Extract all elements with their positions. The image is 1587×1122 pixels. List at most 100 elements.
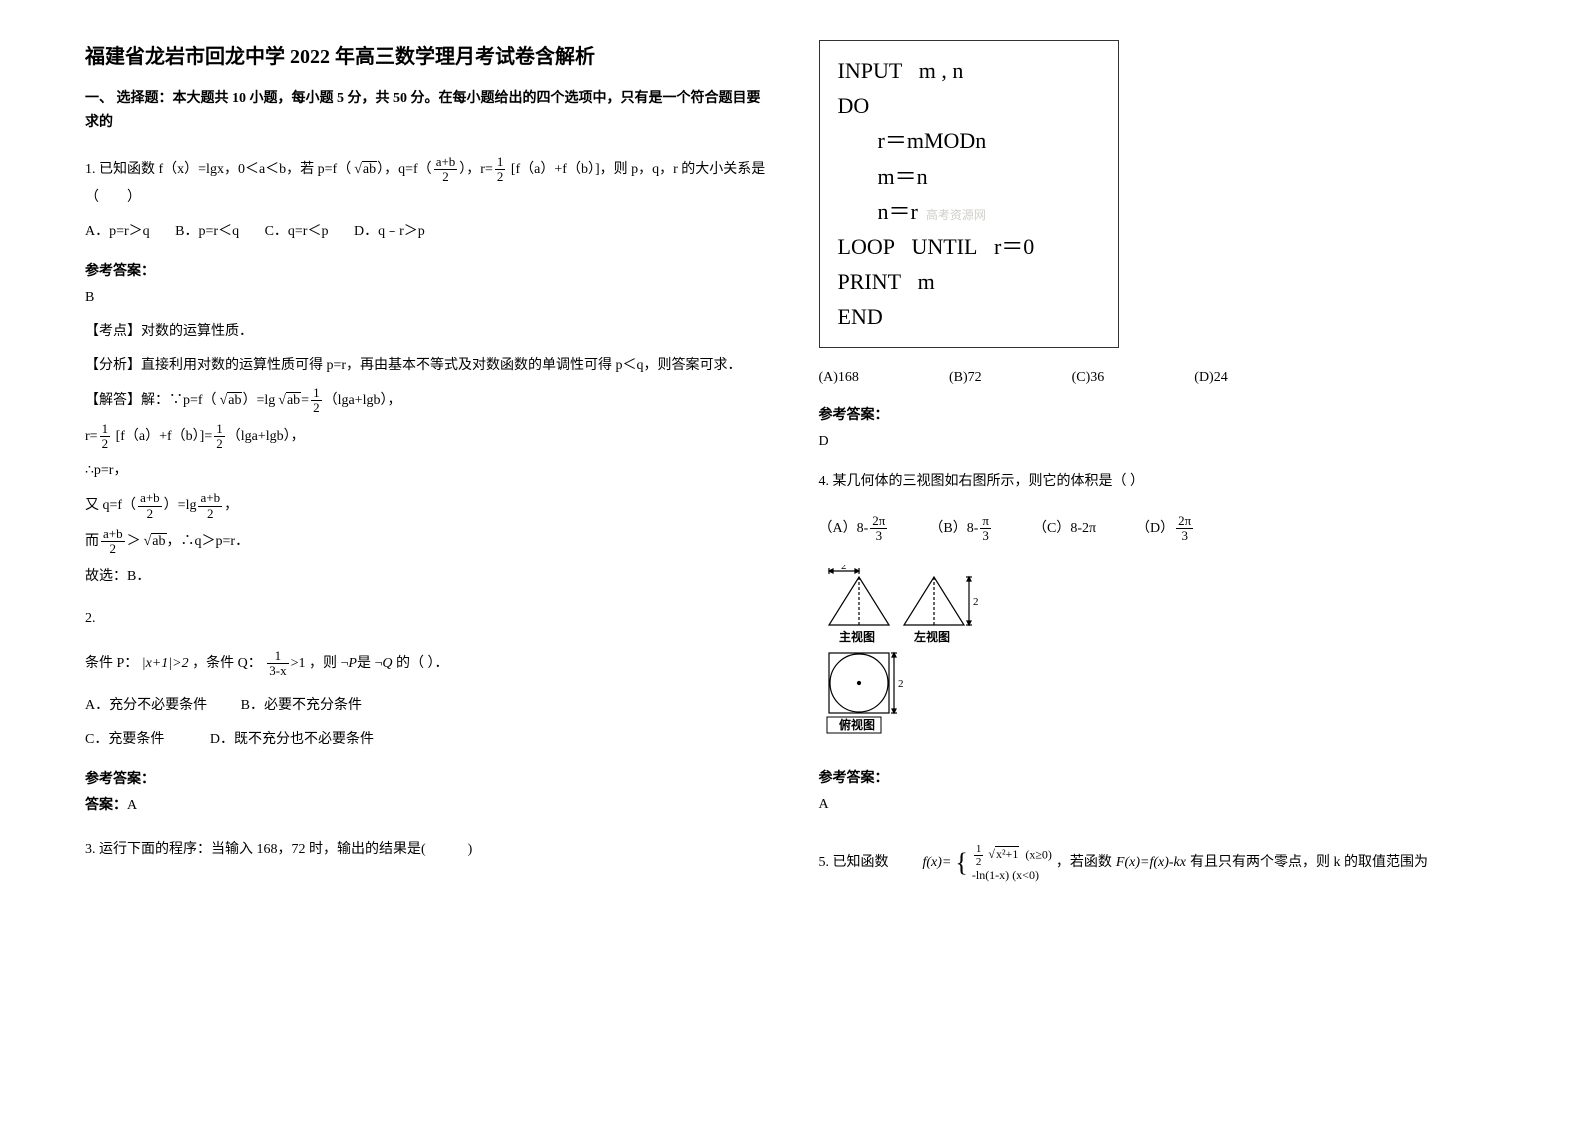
frac-half-1: 12 (495, 155, 506, 185)
q1-conclusion: 故选：B． (85, 563, 769, 591)
q4-answer-label: 参考答案： (819, 767, 1503, 787)
program-line-6: LOOP UNTIL r＝0 (838, 229, 1100, 264)
dim-2a: 2 (841, 565, 847, 572)
q1-solve-after: （lga+lgb）， (324, 393, 402, 408)
q1-solve-r: r=12 [f（a）+f（b）]=12（lga+lgb）， (85, 422, 769, 452)
q4a-frac: 2π3 (870, 514, 887, 544)
q1-while: 而a+b2＞ab，∴q＞p=r． (85, 527, 769, 557)
program-line-2: DO (838, 88, 1100, 123)
frac-ab-4: a+b2 (101, 527, 125, 557)
q2-suffix: 的（ ）． (392, 656, 448, 671)
sqrt-ab-1: ab (351, 156, 377, 184)
q1-opt-d: D．q﹣r＞p (354, 224, 425, 239)
q4-opt-d: （D）2π3 (1136, 514, 1195, 544)
sqrt-ab-3: ab (275, 387, 301, 415)
prog-loop: LOOP (838, 234, 895, 259)
q1-r-after: （lga+lgb）， (227, 429, 305, 444)
q5-half: 12 (974, 843, 984, 868)
q2-q: Q (382, 656, 392, 671)
q1-solve-mid: ）=lg (242, 393, 275, 408)
q1-solve-1: 【解答】解：∵p=f（ab）=lgab=12（lga+lgb）， (85, 386, 769, 416)
q2-abs: |x+1|>2 (142, 656, 189, 671)
prog-print: PRINT (838, 269, 902, 294)
q1-while-prefix: 而 (85, 534, 99, 549)
q5-prefix: 5. 已知函数 (819, 849, 889, 877)
frac-ab-1: a+b2 (434, 155, 458, 185)
q4-opt-b: （B）8-π3 (929, 514, 993, 544)
prog-m: m (918, 269, 935, 294)
prog-mn: m , n (919, 58, 964, 83)
left-column: 福建省龙岩市回龙中学 2022 年高三数学理月考试卷含解析 一、 选择题：本大题… (60, 40, 794, 1092)
q5-ln: -ln(1-x) (972, 868, 1009, 882)
prog-until: UNTIL (911, 234, 977, 259)
label-top-view: 俯视图 (839, 717, 875, 732)
label-main-view: 主视图 (839, 629, 875, 644)
frac-half-4: 12 (214, 422, 225, 452)
q2-stem-prefix: 条件 P： (85, 656, 138, 671)
q4-opt-c: （C）8-2π (1033, 515, 1096, 543)
three-view-svg: 2 2 主视图 左视图 (819, 565, 979, 745)
prog-r0: r＝0 (994, 234, 1034, 259)
q3-opt-b: (B)72 (949, 370, 982, 386)
q1-stem-mid1: ），q=f（ (377, 162, 432, 177)
frac-ab-3: a+b2 (198, 491, 222, 521)
three-view-diagram: 2 2 主视图 左视图 (819, 565, 1503, 745)
q3-answer: D (819, 428, 1503, 456)
brace-icon: { (955, 837, 967, 889)
right-column: INPUT m , n DO r＝mMODn m＝n n＝r高考资源网 LOOP… (794, 40, 1528, 1092)
q2-frac: 13-x (267, 649, 288, 679)
q2-stem: 条件 P： |x+1|>2 ，条件 Q： 13-x>1 ，则 ¬P是 ¬Q 的（… (85, 649, 769, 679)
ghost-watermark: 高考资源网 (926, 208, 986, 222)
q5-suffix: 有且只有两个零点，则 k 的取值范围为 (1190, 849, 1428, 877)
program-line-4: m＝n (838, 159, 1100, 194)
program-line-8: END (838, 299, 1100, 334)
q2-p: P (348, 656, 357, 671)
q2-opt-b: B．必要不充分条件 (241, 698, 362, 713)
prog-input: INPUT (838, 58, 903, 83)
q5-Fx: F(x)=f(x)-kx (1116, 849, 1186, 877)
q1-stem-prefix: 1. 已知函数 f（x）=lgx，0＜a＜b，若 p=f（ (85, 162, 351, 177)
q2-stem-mid2: ，则 ¬ (309, 656, 348, 671)
q4-opt-a: （A）8-2π3 (819, 514, 890, 544)
q2-options-1: A．充分不必要条件 B．必要不充分条件 (85, 692, 769, 720)
q3-opt-d: (D)24 (1194, 370, 1227, 386)
q1-while-suffix: ，∴q＞p=r． (167, 534, 250, 549)
q1-analysis: 【分析】直接利用对数的运算性质可得 p=r，再由基本不等式及对数函数的单调性可得… (85, 352, 769, 380)
q1-solve-eq: = (301, 393, 309, 408)
q1-r-mid: [f（a）+f（b）]= (112, 429, 212, 444)
q4-options: （A）8-2π3 （B）8-π3 （C）8-2π （D）2π3 (819, 514, 1503, 544)
q5-case1: 12x²+1 (x≥0) (972, 843, 1052, 868)
frac-half-3: 12 (100, 422, 111, 452)
frac-half-2: 12 (311, 386, 322, 416)
label-side-view: 左视图 (913, 629, 950, 644)
program-line-1: INPUT m , n (838, 53, 1100, 88)
q1-opt-a: A．p=r＞q (85, 224, 150, 239)
q5-mid: ，若函数 (1056, 849, 1112, 877)
q2-stem-mid: ，条件 Q： (192, 656, 262, 671)
q5-cases: 12x²+1 (x≥0) -ln(1-x) (x<0) (972, 843, 1052, 884)
q1-again: 又 q=f（a+b2）=lga+b2， (85, 491, 769, 521)
q2-opt-d: D．既不充分也不必要条件 (210, 732, 374, 747)
q5-stem: 5. 已知函数 f(x)= { 12x²+1 (x≥0) -ln(1-x) (x… (819, 837, 1503, 889)
q5-sqrt: x²+1 (985, 847, 1019, 863)
q5-case2: -ln(1-x) (x<0) (972, 868, 1052, 884)
q1-options: A．p=r＞q B．p=r＜q C．q=r＜p D．q﹣r＞p (85, 218, 769, 246)
q5-cond1: (x≥0) (1025, 847, 1052, 861)
q1-opt-c: C．q=r＜p (265, 224, 329, 239)
q2-opt-c: C．充要条件 (85, 732, 164, 747)
q4b-frac: π3 (980, 514, 991, 544)
program-line-5: n＝r高考资源网 (838, 194, 1100, 229)
q2-gt1: >1 (291, 656, 306, 671)
q2-answer-prefix: 答案： (85, 798, 127, 813)
q3-opt-c: (C)36 (1072, 370, 1105, 386)
program-box: INPUT m , n DO r＝mMODn m＝n n＝r高考资源网 LOOP… (819, 40, 1119, 348)
sqrt-ab-4: ab (141, 528, 167, 556)
frac-ab-2: a+b2 (138, 491, 162, 521)
q3-options: (A)168 (B)72 (C)36 (D)24 (819, 370, 1503, 386)
q1-answer-label: 参考答案： (85, 260, 769, 280)
q1-therefore: ∴p=r， (85, 457, 769, 485)
q1-again-suffix: ， (224, 498, 238, 513)
program-line-3: r＝mMODn (838, 123, 1100, 158)
q1-point: 【考点】对数的运算性质． (85, 318, 769, 346)
section-1-header: 一、 选择题：本大题共 10 小题，每小题 5 分，共 50 分。在每小题给出的… (85, 87, 769, 135)
